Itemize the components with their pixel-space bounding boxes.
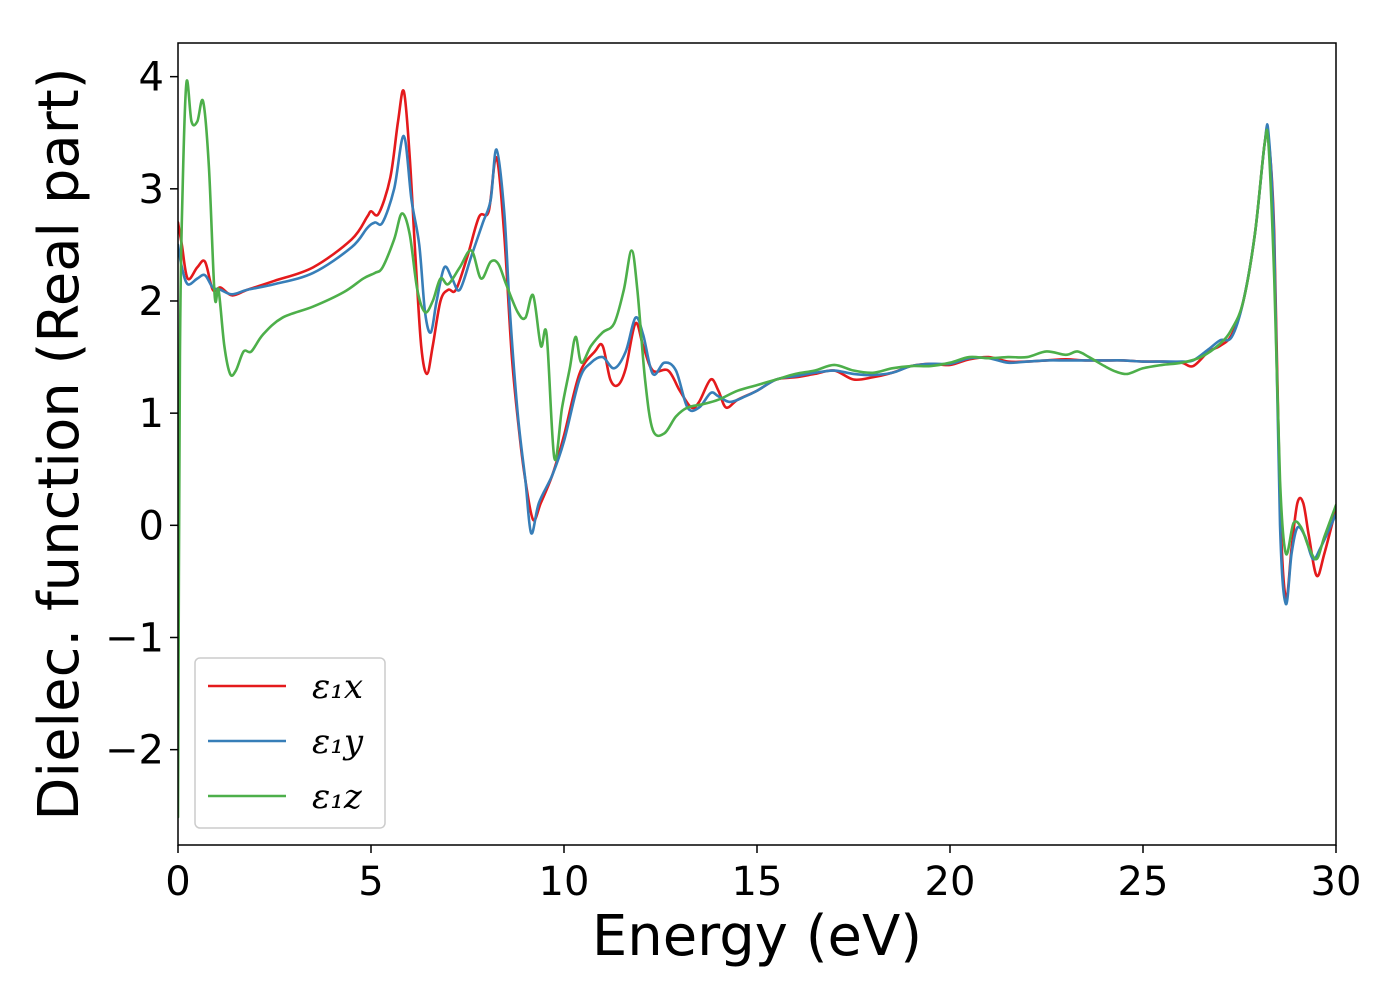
- legend: ε₁x ε₁y ε₁z: [194, 657, 386, 829]
- series-line-2: [178, 123, 1336, 606]
- series-line-3: [178, 79, 1336, 819]
- y-tick-label: 3: [139, 167, 164, 213]
- y-tick-label: −2: [105, 728, 164, 774]
- y-tick-label: 2: [139, 279, 164, 325]
- x-tick-label: 30: [1311, 859, 1362, 905]
- y-tick-label: −1: [105, 615, 164, 661]
- legend-box: [194, 657, 386, 829]
- x-tick-label: 25: [1118, 859, 1169, 905]
- axis-ticks: 0 5 10 15 20 25 30 −2 −1 0 1 2 3 4: [105, 55, 1361, 905]
- x-tick-label: 20: [925, 859, 976, 905]
- x-tick-label: 5: [358, 859, 383, 905]
- series-line-1: [178, 89, 1336, 601]
- series-lines: [178, 79, 1336, 819]
- legend-label: ε₁y: [312, 722, 364, 762]
- y-tick-label: 4: [139, 55, 164, 101]
- y-axis-title: Dielec. function (Real part): [27, 67, 92, 820]
- y-tick-label: 1: [139, 391, 164, 437]
- x-axis-title: Energy (eV): [592, 904, 922, 969]
- legend-label: ε₁x: [312, 667, 363, 707]
- legend-label: ε₁z: [312, 777, 363, 817]
- x-tick-label: 0: [165, 859, 190, 905]
- x-tick-label: 10: [539, 859, 590, 905]
- y-tick-label: 0: [139, 503, 164, 549]
- x-tick-label: 15: [732, 859, 783, 905]
